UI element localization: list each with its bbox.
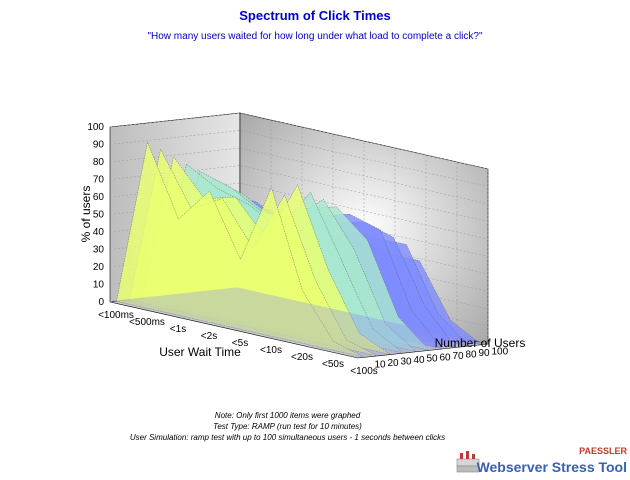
x-tick-label: <50s (322, 359, 344, 370)
chart-3d-plot: 0102030405060708090100<100ms<500ms<1s<2s… (79, 112, 526, 377)
y-tick-label: 60 (93, 192, 105, 203)
z-tick-label: 60 (440, 352, 452, 363)
note-line: Note: Only first 1000 items were graphed (214, 411, 361, 420)
z-tick-label: 70 (453, 351, 465, 362)
server-logo-icon (456, 451, 480, 473)
z-tick-label: 50 (427, 354, 439, 365)
y-tick-label: 90 (93, 140, 105, 151)
y-tick-label: 40 (93, 227, 105, 238)
grid-line (109, 182, 489, 240)
grid-line (109, 200, 489, 257)
z-tick-label: 10 (375, 359, 387, 370)
z-tick-label: 20 (388, 358, 400, 369)
y-tick-label: 20 (93, 262, 105, 273)
y-tick-label: 50 (93, 210, 105, 221)
y-tick-label: 100 (87, 122, 104, 133)
x-tick-label: <2s (201, 331, 217, 342)
x-tick-label: <20s (291, 352, 313, 363)
brand-logo-block: PAESSLER Webserver Stress Tool (455, 446, 627, 478)
note-line: User Simulation: ramp test with up to 10… (129, 433, 446, 442)
chart-subtitle: "How many users waited for how long unde… (147, 31, 483, 42)
y-tick-label: 70 (93, 175, 105, 186)
chart-title: Spectrum of Click Times (239, 8, 391, 23)
y-tick-label: 30 (93, 245, 105, 256)
x-tick-label: <100ms (98, 310, 134, 321)
brand-company: PAESSLER (579, 446, 627, 456)
z-tick-label: 40 (414, 355, 426, 366)
grid-line (109, 165, 489, 222)
z-tick-label: 90 (479, 348, 491, 359)
y-tick-label: 80 (93, 157, 105, 168)
x-axis-title: User Wait Time (159, 345, 241, 359)
grid-line (109, 130, 489, 187)
surface-ridge (116, 141, 365, 358)
z-tick-label: 100 (492, 347, 509, 358)
x-tick-label: <1s (170, 324, 186, 335)
x-tick-label: <5s (232, 338, 248, 349)
grid-line (109, 112, 489, 170)
y-axis-title: % of users (79, 186, 93, 243)
notes-block: Note: Only first 1000 items were graphed… (0, 410, 575, 443)
brand-product: Webserver Stress Tool (476, 459, 627, 475)
z-axis-title: Number of Users (435, 336, 526, 350)
grid-line (109, 147, 489, 205)
x-tick-label: <500ms (129, 317, 165, 328)
x-tick-label: <10s (260, 345, 282, 356)
z-tick-label: 30 (401, 357, 413, 368)
note-line: Test Type: RAMP (run test for 10 minutes… (213, 422, 362, 431)
y-tick-label: 0 (98, 297, 104, 308)
surface-floor (112, 287, 486, 357)
z-tick-label: 80 (466, 350, 478, 361)
y-tick-label: 10 (93, 280, 105, 291)
x-tick-label: <100s (350, 366, 378, 377)
